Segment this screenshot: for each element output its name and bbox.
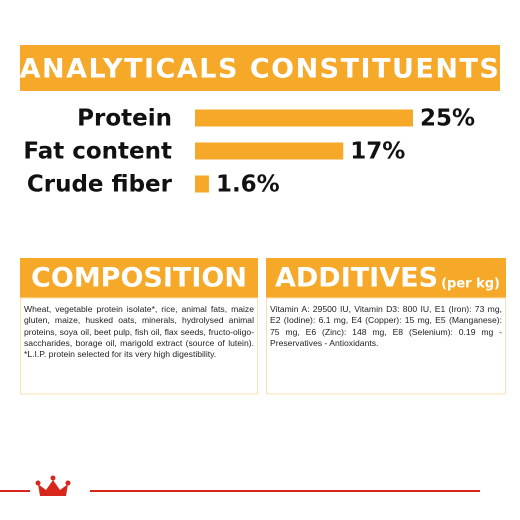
additives-header: [266, 258, 506, 298]
chart-title: ANALYTICALS CONSTITUENTS: [20, 54, 501, 85]
category-label: Fat content: [23, 139, 172, 165]
composition-text: Wheat, vegetable protein isolate*, rice,…: [24, 304, 254, 360]
additives-box: [266, 297, 506, 395]
additives-text: Vitamin A: 29500 IU, Vitamin D3: 800 IU,…: [270, 304, 502, 348]
value-label: 17%: [350, 139, 405, 165]
value-label: 1.6%: [216, 172, 280, 198]
additives-title: ADDITIVES: [275, 263, 438, 294]
composition-header: [20, 258, 258, 298]
title-banner: [20, 45, 500, 91]
category-label: Protein: [77, 106, 172, 132]
composition-title: COMPOSITION: [31, 263, 247, 294]
bar: [195, 175, 209, 193]
composition-box: [20, 297, 258, 395]
additives-unit: (per kg): [441, 277, 500, 292]
bar: [195, 109, 413, 127]
bar: [195, 142, 344, 160]
value-label: 25%: [420, 106, 475, 132]
category-label: Crude fiber: [27, 172, 173, 198]
crown-logo: [35, 475, 71, 496]
